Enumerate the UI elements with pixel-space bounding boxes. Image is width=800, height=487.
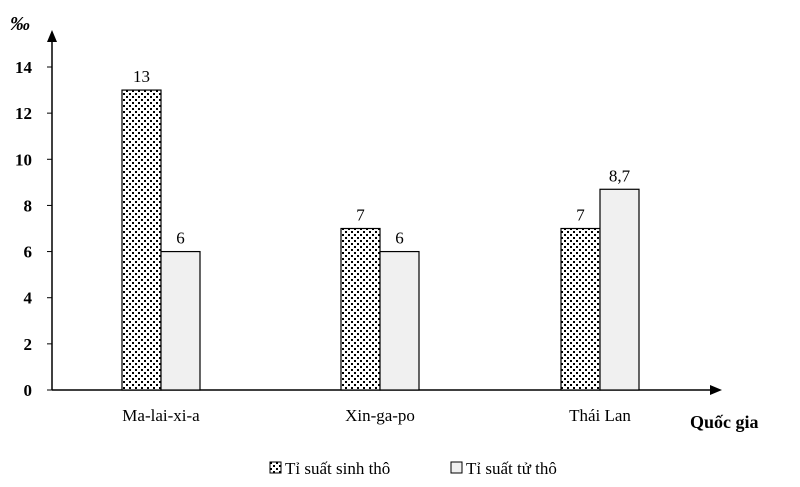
data-label: 6	[176, 229, 185, 248]
y-tick-label: 8	[24, 196, 33, 215]
bar-birth	[340, 227, 381, 391]
y-tick-label: 4	[24, 289, 33, 308]
y-tick-label: 12	[15, 104, 32, 123]
bar-death	[379, 250, 420, 391]
bar-death	[160, 250, 201, 391]
legend: Tỉ suất sinh thô Tỉ suất tử thô	[269, 459, 557, 478]
legend-swatch-death	[450, 461, 463, 474]
bar-death	[599, 188, 640, 391]
data-label: 7	[356, 206, 365, 225]
x-axis-label: Quốc gia	[690, 412, 759, 432]
x-tick-label: Xin-ga-po	[345, 406, 415, 425]
y-tick-label: 10	[15, 150, 32, 169]
data-label: 6	[395, 229, 404, 248]
y-axis-arrow	[47, 30, 57, 42]
legend-label-death: Tỉ suất tử thô	[466, 459, 557, 478]
y-tick-label: 2	[24, 335, 33, 354]
bar-birth	[121, 89, 162, 391]
data-label: 7	[576, 206, 585, 225]
y-tick-label: 14	[15, 58, 33, 77]
data-label: 8,7	[609, 166, 631, 185]
legend-label-birth: Tỉ suất sinh thô	[285, 459, 390, 478]
y-axis-label: ‰	[10, 13, 30, 35]
data-label: 13	[133, 67, 150, 86]
bar-birth	[560, 227, 601, 391]
y-tick-label: 0	[24, 381, 33, 400]
legend-swatch-birth	[269, 461, 282, 474]
x-tick-label: Ma-lai-xi-a	[122, 406, 200, 425]
y-tick-label: 6	[24, 243, 33, 262]
x-axis-arrow	[710, 385, 722, 395]
x-tick-label: Thái Lan	[569, 406, 631, 425]
